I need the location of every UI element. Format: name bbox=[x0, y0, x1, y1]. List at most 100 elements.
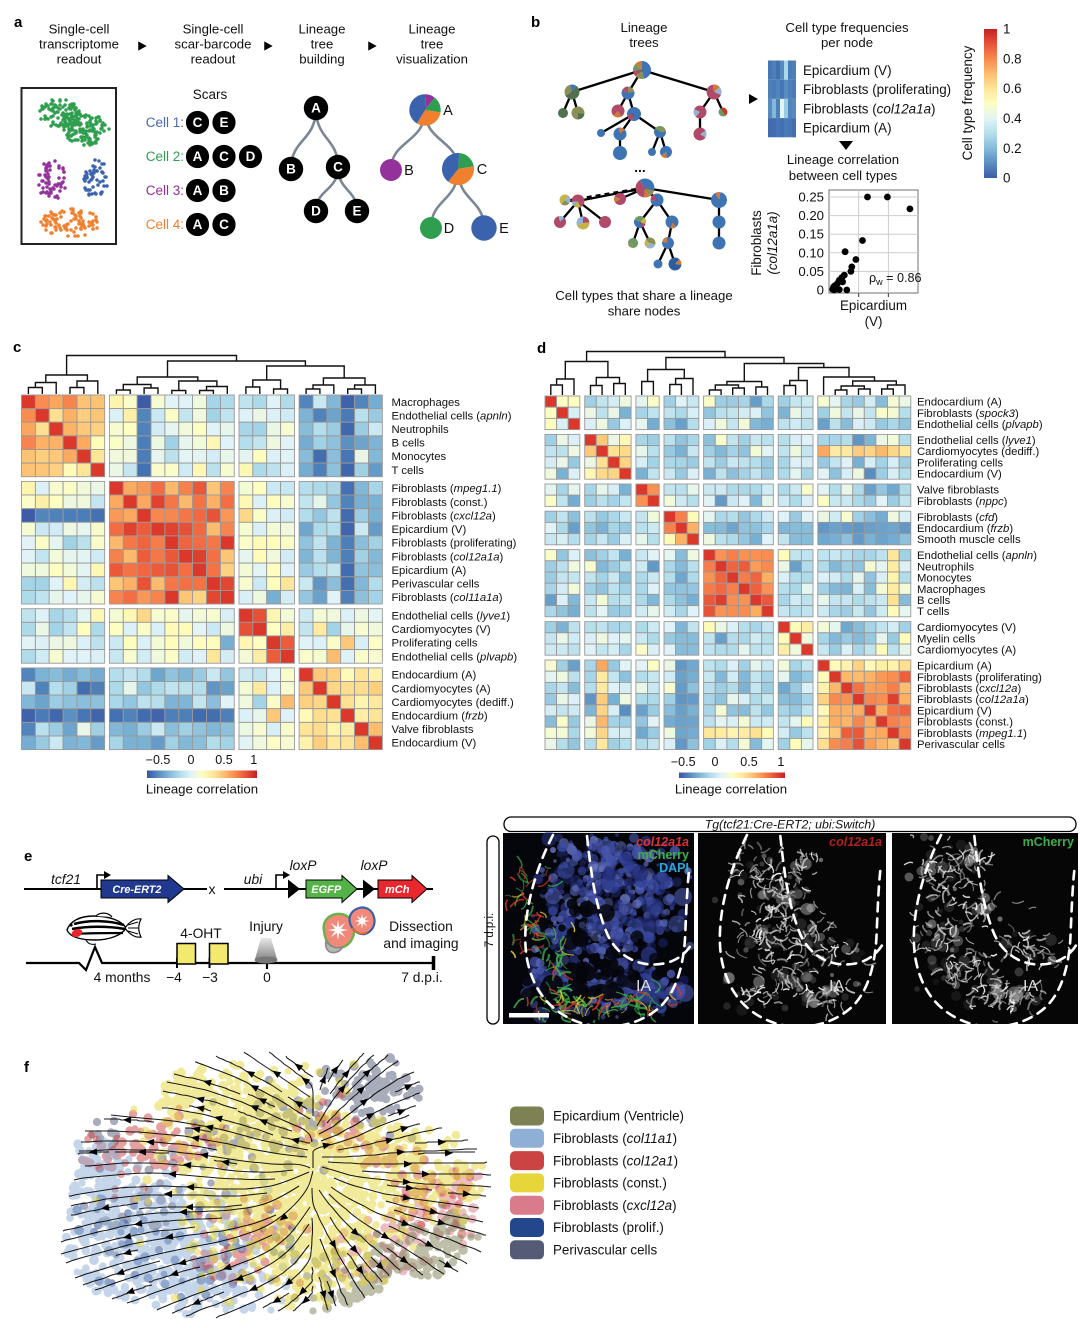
svg-text:A: A bbox=[311, 101, 321, 116]
svg-text:0.05: 0.05 bbox=[798, 264, 824, 279]
svg-text:col12a1a: col12a1a bbox=[829, 835, 882, 849]
svg-text:Fibroblasts (spock3): Fibroblasts (spock3) bbox=[917, 408, 1019, 420]
svg-text:Valve fibroblasts: Valve fibroblasts bbox=[392, 724, 474, 736]
svg-text:Epicardium: Epicardium bbox=[840, 298, 907, 313]
svg-text:Endothelial cells (lyve1): Endothelial cells (lyve1) bbox=[917, 435, 1036, 447]
svg-text:Endothelial cells (plvapb): Endothelial cells (plvapb) bbox=[917, 419, 1043, 431]
svg-text:E: E bbox=[219, 115, 228, 130]
svg-text:A: A bbox=[193, 217, 203, 232]
svg-text:IA: IA bbox=[636, 978, 651, 995]
svg-text:Epicardium (A): Epicardium (A) bbox=[392, 565, 467, 577]
svg-text:Endothelial cells (plvapb): Endothelial cells (plvapb) bbox=[392, 651, 518, 663]
svg-text:−0.5: −0.5 bbox=[671, 755, 696, 769]
svg-text:mCherry: mCherry bbox=[638, 848, 689, 862]
svg-text:Lineage: Lineage bbox=[621, 20, 668, 35]
svg-text:1: 1 bbox=[250, 753, 257, 767]
svg-text:Single-cell: Single-cell bbox=[183, 21, 244, 36]
svg-text:−0.5: −0.5 bbox=[146, 753, 171, 767]
svg-text:Lineage correlation: Lineage correlation bbox=[675, 782, 787, 797]
svg-text:Cell 4:: Cell 4: bbox=[146, 217, 184, 232]
svg-text:Monocytes: Monocytes bbox=[392, 451, 447, 463]
svg-text:Cell 2:: Cell 2: bbox=[146, 149, 184, 164]
svg-text:Lineage correlation: Lineage correlation bbox=[787, 152, 899, 167]
svg-text:−4: −4 bbox=[166, 970, 182, 985]
svg-text:Cardiomyocytes (V): Cardiomyocytes (V) bbox=[392, 624, 491, 636]
svg-text:0.4: 0.4 bbox=[1003, 111, 1022, 126]
svg-text:building: building bbox=[299, 52, 344, 67]
svg-text:tree: tree bbox=[311, 37, 334, 52]
svg-text:0.10: 0.10 bbox=[798, 245, 824, 260]
svg-text:A: A bbox=[193, 149, 203, 164]
svg-text:0: 0 bbox=[1003, 171, 1010, 186]
svg-text:D: D bbox=[311, 204, 321, 219]
svg-text:Endothelial cells (apnln): Endothelial cells (apnln) bbox=[917, 550, 1037, 562]
svg-text:C: C bbox=[219, 149, 229, 164]
svg-text:b: b bbox=[531, 14, 540, 31]
svg-text:C: C bbox=[477, 162, 487, 178]
svg-text:C: C bbox=[333, 160, 343, 175]
svg-text:Fibroblasts (proliferating): Fibroblasts (proliferating) bbox=[392, 538, 517, 550]
svg-text:4 months: 4 months bbox=[94, 970, 151, 985]
svg-text:Cell types that share a lineag: Cell types that share a lineage bbox=[555, 288, 732, 303]
svg-text:−3: −3 bbox=[202, 970, 218, 985]
svg-text:tcf21: tcf21 bbox=[51, 872, 81, 887]
svg-text:D: D bbox=[246, 149, 256, 164]
svg-text:Cell type frequencies: Cell type frequencies bbox=[785, 20, 909, 35]
svg-text:Cell 1:: Cell 1: bbox=[146, 115, 184, 130]
svg-text:(V): (V) bbox=[865, 314, 883, 329]
svg-text:0.15: 0.15 bbox=[798, 227, 824, 242]
svg-text:C: C bbox=[193, 115, 203, 130]
svg-text:Cell 3:: Cell 3: bbox=[146, 183, 184, 198]
svg-text:A: A bbox=[193, 183, 203, 198]
svg-text:Proliferating cells: Proliferating cells bbox=[392, 638, 478, 650]
svg-text:Epicardium (V): Epicardium (V) bbox=[803, 63, 892, 78]
svg-text:T cells: T cells bbox=[917, 606, 950, 618]
svg-text:Fibroblasts (cfd): Fibroblasts (cfd) bbox=[917, 512, 998, 524]
svg-text:Fibroblasts (mpeg1.1): Fibroblasts (mpeg1.1) bbox=[917, 728, 1027, 740]
svg-text:Fibroblasts (proliferating): Fibroblasts (proliferating) bbox=[917, 672, 1042, 684]
svg-text:7 d.p.i.: 7 d.p.i. bbox=[484, 913, 496, 948]
svg-text:1: 1 bbox=[777, 755, 784, 769]
svg-text:Cre-ERT2: Cre-ERT2 bbox=[112, 884, 161, 896]
svg-text:0: 0 bbox=[188, 753, 195, 767]
svg-text:Fibroblasts (cxcl12a): Fibroblasts (cxcl12a) bbox=[917, 683, 1021, 695]
svg-text:Epicardium (A): Epicardium (A) bbox=[803, 121, 892, 136]
svg-text:0.8: 0.8 bbox=[1003, 51, 1022, 66]
svg-text:0.25: 0.25 bbox=[798, 190, 824, 205]
svg-text:E: E bbox=[499, 221, 509, 237]
svg-text:Monocytes: Monocytes bbox=[917, 573, 972, 585]
svg-text:T cells: T cells bbox=[392, 465, 425, 477]
svg-text:0.20: 0.20 bbox=[798, 208, 824, 223]
svg-text:Myelin cells: Myelin cells bbox=[917, 633, 976, 645]
svg-text:...: ... bbox=[634, 159, 646, 175]
svg-text:Epicardium (V): Epicardium (V) bbox=[917, 705, 992, 717]
svg-text:B cells: B cells bbox=[392, 438, 426, 450]
svg-text:Lineage correlation: Lineage correlation bbox=[146, 782, 258, 797]
svg-text:Endocardium (A): Endocardium (A) bbox=[392, 670, 477, 682]
svg-text:Scars: Scars bbox=[193, 87, 228, 102]
svg-text:Injury: Injury bbox=[249, 919, 283, 934]
svg-text:Proliferating cells: Proliferating cells bbox=[917, 457, 1003, 469]
svg-text:transcriptome: transcriptome bbox=[39, 37, 119, 52]
svg-text:col12a1a: col12a1a bbox=[636, 835, 689, 849]
svg-text:Fibroblasts (proliferating): Fibroblasts (proliferating) bbox=[803, 82, 951, 97]
svg-text:C: C bbox=[219, 217, 229, 232]
svg-text:Fibroblasts (const.): Fibroblasts (const.) bbox=[392, 497, 488, 509]
svg-text:Valve fibroblasts: Valve fibroblasts bbox=[917, 485, 999, 497]
svg-text:visualization: visualization bbox=[396, 52, 468, 67]
svg-text:Endothelial cells (lyve1): Endothelial cells (lyve1) bbox=[392, 611, 511, 623]
svg-text:Smooth muscle cells: Smooth muscle cells bbox=[917, 534, 1021, 546]
svg-text:0.5: 0.5 bbox=[215, 753, 232, 767]
svg-text:Fibroblasts (col11a1a): Fibroblasts (col11a1a) bbox=[392, 592, 503, 604]
svg-text:0: 0 bbox=[712, 755, 719, 769]
svg-text:Fibroblasts (col12a1a): Fibroblasts (col12a1a) bbox=[803, 101, 936, 116]
svg-text:7 d.p.i.: 7 d.p.i. bbox=[401, 970, 442, 985]
svg-text:Cardiomyocytes (dediff.): Cardiomyocytes (dediff.) bbox=[392, 697, 514, 709]
svg-text:readout: readout bbox=[191, 52, 236, 67]
svg-text:Single-cell: Single-cell bbox=[49, 21, 110, 36]
svg-text:per node: per node bbox=[821, 35, 873, 50]
svg-text:Fibroblasts (nppc): Fibroblasts (nppc) bbox=[917, 496, 1008, 508]
svg-text:Endocardium (A): Endocardium (A) bbox=[917, 397, 1002, 409]
svg-text:D: D bbox=[444, 221, 454, 237]
svg-text:Neutrophils: Neutrophils bbox=[917, 561, 974, 573]
